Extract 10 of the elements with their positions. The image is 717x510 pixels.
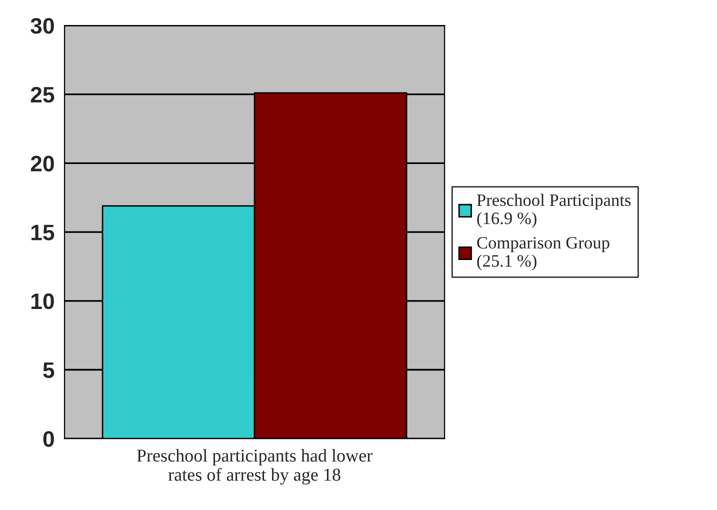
legend-label: Comparison Group (25.1 %) (477, 236, 610, 270)
y-tick-label: 5 (43, 362, 54, 378)
x-axis-title: Preschool participants had lower rates of arrest by age 18 (136, 449, 372, 485)
y-tick-label: 20 (30, 156, 54, 172)
y-tick-label: 10 (31, 293, 54, 310)
y-tick-label: 0 (43, 431, 54, 447)
legend-label: Preschool Participants (16.9 %) (476, 194, 631, 228)
y-tick-label: 25 (30, 86, 54, 103)
y-tick-label: 30 (30, 18, 54, 34)
y-tick-label: 15 (31, 224, 54, 240)
